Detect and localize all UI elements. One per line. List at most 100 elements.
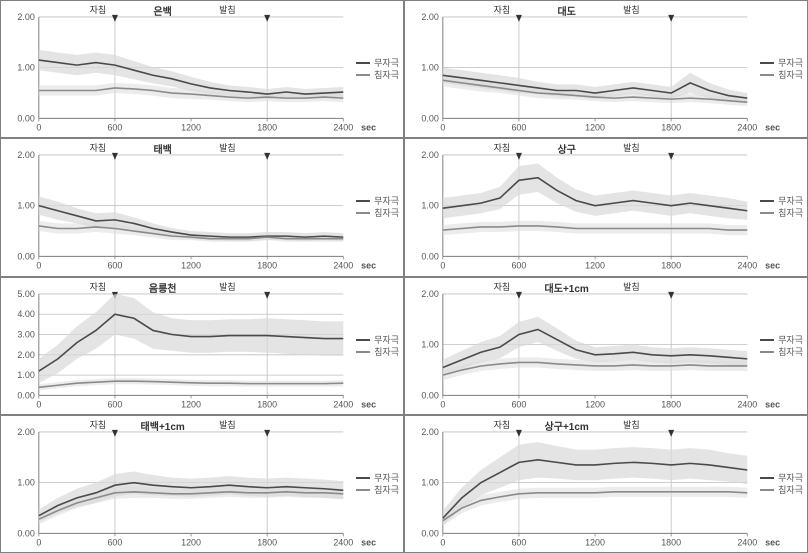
legend-item: 무자극 <box>356 472 399 484</box>
chart-svg: 0.001.002.000600120018002400sec <box>405 1 807 137</box>
svg-text:1800: 1800 <box>661 399 681 409</box>
chart-svg: 0.001.002.000600120018002400sec <box>405 139 807 275</box>
chart-svg: 0.001.002.000600120018002400sec <box>1 1 403 137</box>
legend-swatch <box>760 200 774 202</box>
legend-item: 무자극 <box>356 195 399 207</box>
legend-item: 침자극 <box>760 346 803 358</box>
legend: 무자극침자극 <box>356 472 399 496</box>
legend-item: 침자극 <box>356 484 399 496</box>
legend-item: 무자극 <box>760 334 803 346</box>
svg-text:1.00: 1.00 <box>17 63 34 73</box>
svg-text:1200: 1200 <box>585 537 605 547</box>
legend-swatch <box>760 212 774 214</box>
legend-item: 무자극 <box>760 57 803 69</box>
svg-text:1200: 1200 <box>181 261 201 271</box>
chart-panel: 0.001.002.003.004.005.000600120018002400… <box>0 277 404 415</box>
chart-panel: 0.001.002.000600120018002400sec자침대도발침무자극… <box>404 0 808 138</box>
svg-text:600: 600 <box>107 399 122 409</box>
svg-text:0: 0 <box>36 122 41 132</box>
legend-label: 무자극 <box>374 57 399 69</box>
svg-text:sec: sec <box>361 261 376 271</box>
svg-text:1800: 1800 <box>257 399 277 409</box>
svg-text:1800: 1800 <box>661 122 681 132</box>
svg-text:1800: 1800 <box>661 261 681 271</box>
svg-text:1.00: 1.00 <box>17 201 34 211</box>
legend: 무자극침자극 <box>760 195 803 219</box>
svg-text:1.00: 1.00 <box>421 201 438 211</box>
chart-panel: 0.001.002.000600120018002400sec자침태백발침무자극… <box>0 138 404 276</box>
chart-panel: 0.001.002.000600120018002400sec자침상구+1cm발… <box>404 415 808 553</box>
legend-item: 무자극 <box>356 57 399 69</box>
legend: 무자극침자극 <box>760 334 803 358</box>
legend-swatch <box>760 74 774 76</box>
svg-text:1200: 1200 <box>181 399 201 409</box>
svg-text:sec: sec <box>361 122 376 132</box>
legend-label: 침자극 <box>374 69 399 81</box>
svg-text:1800: 1800 <box>257 122 277 132</box>
svg-text:2400: 2400 <box>333 399 353 409</box>
legend-item: 침자극 <box>760 207 803 219</box>
legend: 무자극침자극 <box>760 472 803 496</box>
legend-label: 침자극 <box>374 207 399 219</box>
svg-text:0: 0 <box>440 399 445 409</box>
legend: 무자극침자극 <box>356 195 399 219</box>
legend-item: 침자극 <box>356 346 399 358</box>
svg-text:0.00: 0.00 <box>17 252 34 262</box>
svg-text:1800: 1800 <box>257 537 277 547</box>
svg-text:2400: 2400 <box>333 537 353 547</box>
svg-text:sec: sec <box>765 399 780 409</box>
legend-label: 침자극 <box>778 484 803 496</box>
legend-swatch <box>356 339 370 341</box>
legend-swatch <box>356 351 370 353</box>
svg-text:2400: 2400 <box>737 261 757 271</box>
svg-text:1800: 1800 <box>661 537 681 547</box>
legend-item: 침자극 <box>760 484 803 496</box>
svg-text:1200: 1200 <box>585 261 605 271</box>
legend-swatch <box>356 477 370 479</box>
legend-label: 침자극 <box>374 346 399 358</box>
svg-text:sec: sec <box>361 537 376 547</box>
chart-panel: 0.001.002.000600120018002400sec자침상구발침무자극… <box>404 138 808 276</box>
legend-label: 침자극 <box>778 69 803 81</box>
svg-text:0.00: 0.00 <box>17 390 34 400</box>
legend-swatch <box>760 489 774 491</box>
svg-text:1200: 1200 <box>585 122 605 132</box>
legend-label: 침자극 <box>778 207 803 219</box>
svg-text:2.00: 2.00 <box>421 12 438 22</box>
legend-item: 무자극 <box>760 472 803 484</box>
legend-label: 침자극 <box>778 346 803 358</box>
legend-label: 무자극 <box>778 334 803 346</box>
svg-text:2400: 2400 <box>737 122 757 132</box>
legend-label: 무자극 <box>778 57 803 69</box>
legend-swatch <box>356 74 370 76</box>
legend-swatch <box>760 351 774 353</box>
chart-svg: 0.001.002.000600120018002400sec <box>1 416 403 552</box>
svg-text:1200: 1200 <box>181 537 201 547</box>
legend-swatch <box>356 212 370 214</box>
svg-text:0: 0 <box>36 399 41 409</box>
svg-text:2400: 2400 <box>333 261 353 271</box>
svg-text:2400: 2400 <box>333 122 353 132</box>
legend-item: 무자극 <box>760 195 803 207</box>
svg-text:2400: 2400 <box>737 399 757 409</box>
svg-text:600: 600 <box>107 122 122 132</box>
svg-text:1.00: 1.00 <box>421 478 438 488</box>
svg-text:1.00: 1.00 <box>17 370 34 380</box>
svg-text:5.00: 5.00 <box>17 289 34 299</box>
svg-text:2.00: 2.00 <box>17 427 34 437</box>
svg-text:sec: sec <box>361 399 376 409</box>
svg-text:sec: sec <box>765 122 780 132</box>
chart-svg: 0.001.002.003.004.005.000600120018002400… <box>1 278 403 414</box>
legend-item: 침자극 <box>356 69 399 81</box>
svg-text:0.00: 0.00 <box>17 113 34 123</box>
chart-grid: 0.001.002.000600120018002400sec자침은백발침무자극… <box>0 0 808 550</box>
svg-text:1.00: 1.00 <box>421 63 438 73</box>
chart-svg: 0.001.002.000600120018002400sec <box>1 139 403 275</box>
legend-item: 침자극 <box>356 207 399 219</box>
svg-text:600: 600 <box>107 537 122 547</box>
chart-panel: 0.001.002.000600120018002400sec자침은백발침무자극… <box>0 0 404 138</box>
legend: 무자극침자극 <box>760 57 803 81</box>
legend: 무자극침자극 <box>356 334 399 358</box>
svg-text:600: 600 <box>511 399 526 409</box>
svg-text:600: 600 <box>511 122 526 132</box>
